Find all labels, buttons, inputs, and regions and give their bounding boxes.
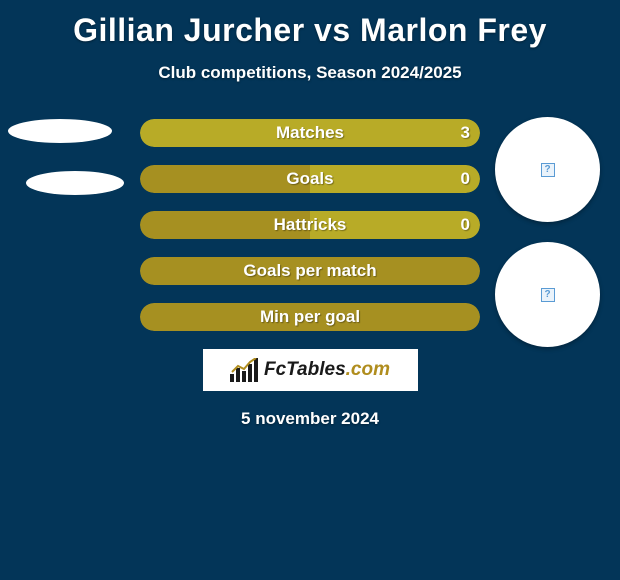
avatar-blob [26, 171, 124, 195]
stat-bar-row: Goals per match [140, 257, 480, 285]
fctables-logo: FcTables.com [203, 349, 418, 391]
stat-bar-value-right: 0 [461, 169, 470, 189]
left-avatar-blobs [8, 119, 124, 195]
stat-bar-label: Goals [286, 169, 333, 189]
stat-bar-row: Min per goal [140, 303, 480, 331]
stat-bar-row: Goals 0 [140, 165, 480, 193]
stat-bar-row: Hattricks 0 [140, 211, 480, 239]
stat-bar-label: Hattricks [274, 215, 347, 235]
missing-image-icon [541, 163, 555, 177]
right-avatar-circles [495, 117, 600, 367]
logo-bars-icon [230, 358, 260, 382]
stat-bars: Matches 3 Goals 0 Hattricks 0 Goals per match M… [140, 119, 480, 331]
avatar-blob [8, 119, 112, 143]
player-avatar-placeholder [495, 117, 600, 222]
date-line: 5 november 2024 [0, 409, 620, 429]
missing-image-icon [541, 288, 555, 302]
stat-bar-left-fill [140, 165, 310, 193]
stat-bar-row: Matches 3 [140, 119, 480, 147]
stats-area: Matches 3 Goals 0 Hattricks 0 Goals per match M… [0, 119, 620, 331]
player-avatar-placeholder [495, 242, 600, 347]
stat-bar-label: Min per goal [260, 307, 360, 327]
page-title: Gillian Jurcher vs Marlon Frey [0, 0, 620, 49]
stat-bar-right-fill [310, 165, 480, 193]
logo-text: FcTables.com [264, 359, 390, 381]
stat-bar-value-right: 0 [461, 215, 470, 235]
stat-bar-label: Matches [276, 123, 344, 143]
stat-bar-label: Goals per match [243, 261, 376, 281]
stat-bar-value-right: 3 [461, 123, 470, 143]
page-subtitle: Club competitions, Season 2024/2025 [0, 63, 620, 83]
